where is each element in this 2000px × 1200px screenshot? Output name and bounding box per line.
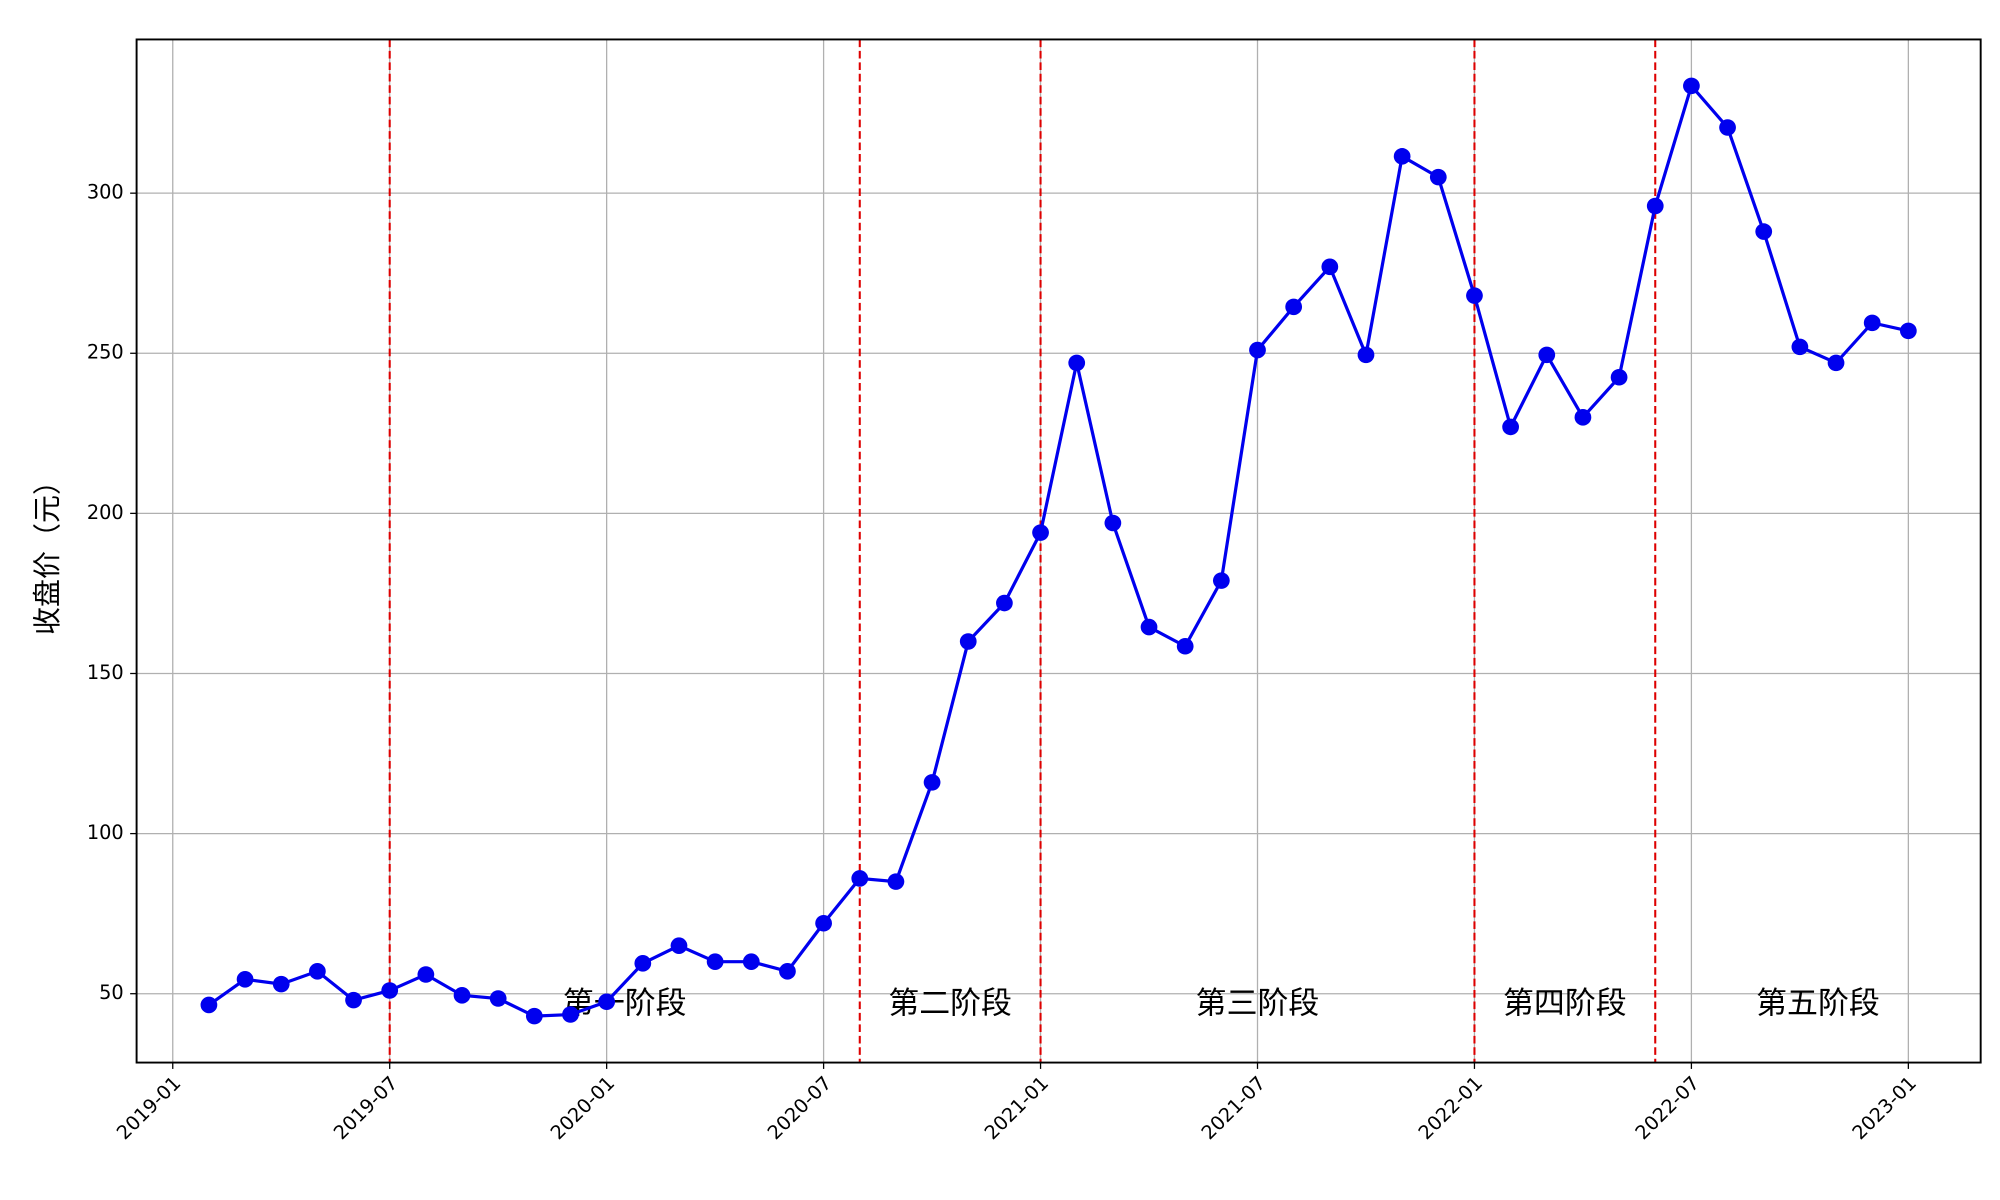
point: [381, 982, 399, 999]
point: [1393, 148, 1411, 165]
phase-label: 第三阶段: [1196, 986, 1320, 1022]
phase-label: 第五阶段: [1756, 986, 1880, 1022]
phase-label: 第四阶段: [1503, 986, 1627, 1022]
y-tick-label: 200: [87, 501, 124, 524]
y-axis-label: 收盘价（元）: [31, 467, 64, 635]
point: [1791, 338, 1809, 356]
phase-label: 第一阶段: [563, 986, 687, 1022]
point: [1719, 119, 1736, 136]
point: [670, 937, 688, 954]
y-tick-label: 300: [87, 181, 124, 204]
point: [1068, 354, 1086, 372]
y-tick-label: 150: [87, 661, 124, 684]
point: [634, 955, 652, 972]
point: [489, 990, 507, 1007]
point: [598, 993, 616, 1010]
point: [1032, 524, 1049, 541]
point: [1140, 618, 1158, 636]
point: [1285, 298, 1303, 316]
point: [1429, 168, 1447, 186]
point: [1538, 346, 1556, 364]
point: [453, 987, 471, 1004]
point: [562, 1006, 579, 1023]
point: [779, 963, 796, 980]
point: [959, 633, 977, 650]
point: [1755, 223, 1773, 240]
point: [1212, 572, 1230, 589]
y-tick-label: 50: [99, 981, 124, 1004]
point: [996, 594, 1013, 612]
point: [1466, 287, 1483, 304]
point: [1574, 409, 1592, 426]
point: [1683, 77, 1700, 95]
plot-frame: [135, 38, 1982, 1064]
point: [1176, 638, 1194, 655]
point: [1249, 341, 1266, 359]
phase-label: 第二阶段: [888, 986, 1012, 1022]
y-tick-label: 100: [87, 821, 124, 844]
point: [1863, 314, 1881, 332]
point: [1104, 514, 1122, 532]
point: [1321, 258, 1339, 276]
point: [1827, 354, 1845, 372]
point: [1610, 369, 1628, 386]
point: [200, 996, 218, 1014]
point: [525, 1007, 543, 1025]
point: [742, 953, 760, 970]
point: [1357, 346, 1375, 364]
y-tick-label: 250: [87, 341, 124, 364]
point: [815, 914, 832, 932]
point: [236, 971, 254, 988]
point: [887, 873, 905, 890]
point: [1646, 197, 1664, 215]
point: [1899, 322, 1917, 340]
point: [417, 966, 435, 983]
point: [345, 991, 362, 1009]
point: [1502, 418, 1519, 436]
point: [706, 953, 724, 970]
point: [851, 870, 869, 887]
point: [309, 963, 326, 980]
point: [272, 975, 290, 993]
point: [923, 774, 941, 791]
